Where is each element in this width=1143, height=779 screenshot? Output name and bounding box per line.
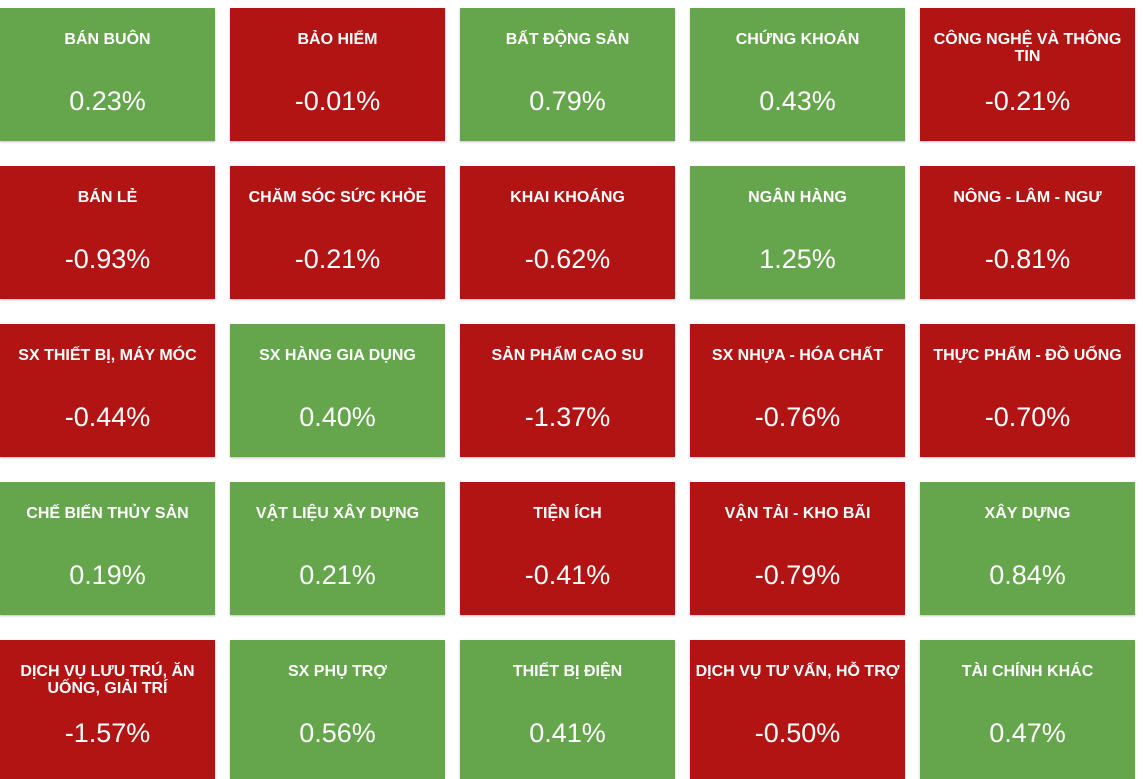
sector-name: BÁN LẺ — [77, 189, 138, 206]
sector-change-value: 0.47% — [989, 718, 1066, 748]
sector-name: TIỆN ÍCH — [533, 505, 602, 522]
sector-change-value: -0.62% — [524, 244, 611, 274]
sector-change-value: -0.50% — [754, 718, 841, 748]
sector-tile[interactable]: TÀI CHÍNH KHÁC 0.47% — [920, 640, 1135, 779]
sector-tile[interactable]: BẤT ĐỘNG SẢN 0.79% — [460, 8, 675, 141]
sector-change-value: 0.40% — [299, 402, 376, 432]
sector-tile[interactable]: THỰC PHẨM - ĐỒ UỐNG -0.70% — [920, 324, 1135, 457]
sector-change-value: -0.21% — [984, 86, 1071, 116]
sector-tile[interactable]: SX HÀNG GIA DỤNG 0.40% — [230, 324, 445, 457]
sector-change-value: 0.43% — [759, 86, 836, 116]
sector-name: THỰC PHẨM - ĐỒ UỐNG — [933, 347, 1122, 364]
sector-name: BÁN BUÔN — [64, 31, 151, 48]
sector-tile[interactable]: SẢN PHẨM CAO SU -1.37% — [460, 324, 675, 457]
sector-name: SX HÀNG GIA DỤNG — [259, 347, 416, 364]
sector-name: SX THIẾT BỊ, MÁY MÓC — [18, 347, 197, 364]
sector-change-value: -1.37% — [524, 402, 611, 432]
sector-tile[interactable]: NGÂN HÀNG 1.25% — [690, 166, 905, 299]
sector-name: KHAI KHOÁNG — [510, 189, 625, 206]
sector-tile[interactable]: SX PHỤ TRỢ 0.56% — [230, 640, 445, 779]
sector-name: NÔNG - LÂM - NGƯ — [953, 189, 1102, 206]
sector-tile[interactable]: DỊCH VỤ TƯ VẤN, HỖ TRỢ -0.50% — [690, 640, 905, 779]
sector-name: SX PHỤ TRỢ — [288, 663, 387, 680]
sector-change-value: 0.79% — [529, 86, 606, 116]
sector-change-value: -0.81% — [984, 244, 1071, 274]
sector-tile[interactable]: DỊCH VỤ LƯU TRÚ, ĂN UỐNG, GIẢI TRÍ -1.57% — [0, 640, 215, 779]
sector-change-value: -1.57% — [64, 718, 151, 748]
sector-name: NGÂN HÀNG — [748, 189, 847, 206]
sector-tile[interactable]: SX THIẾT BỊ, MÁY MÓC -0.44% — [0, 324, 215, 457]
sector-tile[interactable]: XÂY DỰNG 0.84% — [920, 482, 1135, 615]
sector-tile[interactable]: CHẾ BIẾN THỦY SẢN 0.19% — [0, 482, 215, 615]
sector-tile[interactable]: NÔNG - LÂM - NGƯ -0.81% — [920, 166, 1135, 299]
sector-tile[interactable]: CHĂM SÓC SỨC KHỎE -0.21% — [230, 166, 445, 299]
sector-name: DỊCH VỤ TƯ VẤN, HỖ TRỢ — [695, 663, 900, 680]
sector-tile[interactable]: THIẾT BỊ ĐIỆN 0.41% — [460, 640, 675, 779]
sector-tile[interactable]: CHỨNG KHOÁN 0.43% — [690, 8, 905, 141]
sector-change-value: -0.79% — [754, 560, 841, 590]
sector-change-value: -0.41% — [524, 560, 611, 590]
sector-name: CÔNG NGHỆ VÀ THÔNG TIN — [933, 31, 1122, 65]
sector-name: CHẾ BIẾN THỦY SẢN — [26, 505, 189, 522]
sector-name: CHĂM SÓC SỨC KHỎE — [248, 189, 427, 206]
sector-tile[interactable]: BÁN LẺ -0.93% — [0, 166, 215, 299]
sector-name: SX NHỰA - HÓA CHẤT — [711, 347, 884, 364]
sector-name: THIẾT BỊ ĐIỆN — [512, 663, 623, 680]
sector-name: TÀI CHÍNH KHÁC — [961, 663, 1094, 680]
sector-tile[interactable]: CÔNG NGHỆ VÀ THÔNG TIN -0.21% — [920, 8, 1135, 141]
sector-tile[interactable]: BẢO HIỂM -0.01% — [230, 8, 445, 141]
sector-change-value: 0.21% — [299, 560, 376, 590]
sector-name: CHỨNG KHOÁN — [735, 31, 860, 48]
sector-change-value: 0.41% — [529, 718, 606, 748]
sector-name: BẢO HIỂM — [297, 31, 378, 48]
sector-change-value: -0.93% — [64, 244, 151, 274]
sector-tile[interactable]: SX NHỰA - HÓA CHẤT -0.76% — [690, 324, 905, 457]
sector-change-value: -0.76% — [754, 402, 841, 432]
sector-tile[interactable]: TIỆN ÍCH -0.41% — [460, 482, 675, 615]
sector-name: VẬN TẢI - KHO BÃI — [724, 505, 871, 522]
sector-tile[interactable]: VẬN TẢI - KHO BÃI -0.79% — [690, 482, 905, 615]
sector-name: VẬT LIỆU XÂY DỰNG — [255, 505, 420, 522]
sector-change-value: 0.23% — [69, 86, 146, 116]
sector-name: SẢN PHẨM CAO SU — [491, 347, 644, 364]
sector-change-value: 0.19% — [69, 560, 146, 590]
sector-change-value: -0.21% — [294, 244, 381, 274]
sector-change-value: 0.56% — [299, 718, 376, 748]
sector-name: XÂY DỰNG — [984, 505, 1071, 522]
sector-tile[interactable]: BÁN BUÔN 0.23% — [0, 8, 215, 141]
sector-change-value: -0.70% — [984, 402, 1071, 432]
sector-change-value: -0.44% — [64, 402, 151, 432]
sector-change-value: 1.25% — [759, 244, 836, 274]
sector-tile[interactable]: KHAI KHOÁNG -0.62% — [460, 166, 675, 299]
sector-change-value: -0.01% — [294, 86, 381, 116]
sector-change-value: 0.84% — [989, 560, 1066, 590]
sector-tile[interactable]: VẬT LIỆU XÂY DỰNG 0.21% — [230, 482, 445, 615]
sector-name: DỊCH VỤ LƯU TRÚ, ĂN UỐNG, GIẢI TRÍ — [20, 663, 195, 697]
sector-name: BẤT ĐỘNG SẢN — [505, 31, 630, 48]
